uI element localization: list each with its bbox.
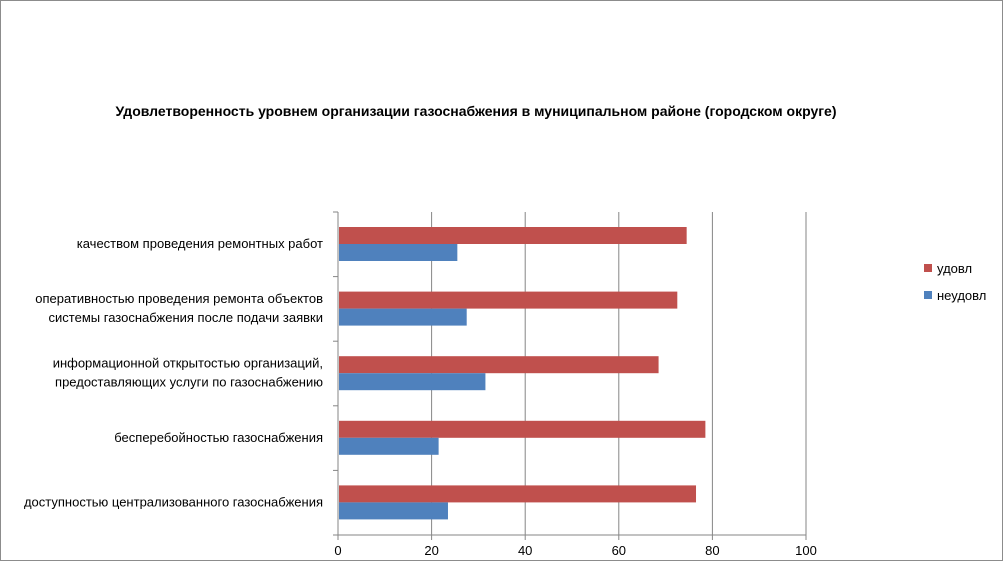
x-tick-label: 20 <box>424 543 438 558</box>
bar-udovl-5 <box>339 485 697 503</box>
chart-title: Удовлетворенность уровнем организации га… <box>115 103 836 119</box>
legend-label: удовл <box>937 261 972 276</box>
grid-layer <box>431 212 807 535</box>
axis-layer: 0 20 40 60 80 100 <box>333 211 817 558</box>
bar-neudovl-3 <box>339 373 486 391</box>
bar-udovl-2 <box>339 291 678 309</box>
category-label: предоставляющих услуги по газоснабжению <box>55 375 323 390</box>
bar-neudovl-1 <box>339 244 458 261</box>
legend-label: неудовл <box>937 288 986 303</box>
category-label: доступностью централизованного газоснабж… <box>24 494 323 509</box>
category-labels: качеством проведения ремонтных работ опер… <box>24 236 323 509</box>
x-tick-label: 0 <box>334 543 341 558</box>
legend: удовл неудовл <box>924 261 986 303</box>
category-label: системы газоснабжения после подачи заявк… <box>49 310 323 325</box>
bar-layer <box>339 227 706 520</box>
x-tick-label: 100 <box>795 543 817 558</box>
category-label: оперативностью проведения ремонта объект… <box>35 291 323 306</box>
legend-swatch <box>924 264 932 272</box>
x-tick-label: 40 <box>518 543 532 558</box>
bar-udovl-4 <box>339 420 706 438</box>
bar-udovl-3 <box>339 356 659 374</box>
bar-udovl-1 <box>339 227 687 244</box>
x-tick-label: 60 <box>612 543 626 558</box>
legend-swatch <box>924 291 932 299</box>
category-label: информационной открытостью организаций, <box>53 356 323 371</box>
x-tick-label: 80 <box>705 543 719 558</box>
category-label: бесперебойностью газоснабжения <box>114 430 323 445</box>
bar-neudovl-4 <box>339 437 439 455</box>
bar-neudovl-2 <box>339 308 467 326</box>
category-label: качеством проведения ремонтных работ <box>77 236 323 251</box>
bar-neudovl-5 <box>339 502 448 520</box>
